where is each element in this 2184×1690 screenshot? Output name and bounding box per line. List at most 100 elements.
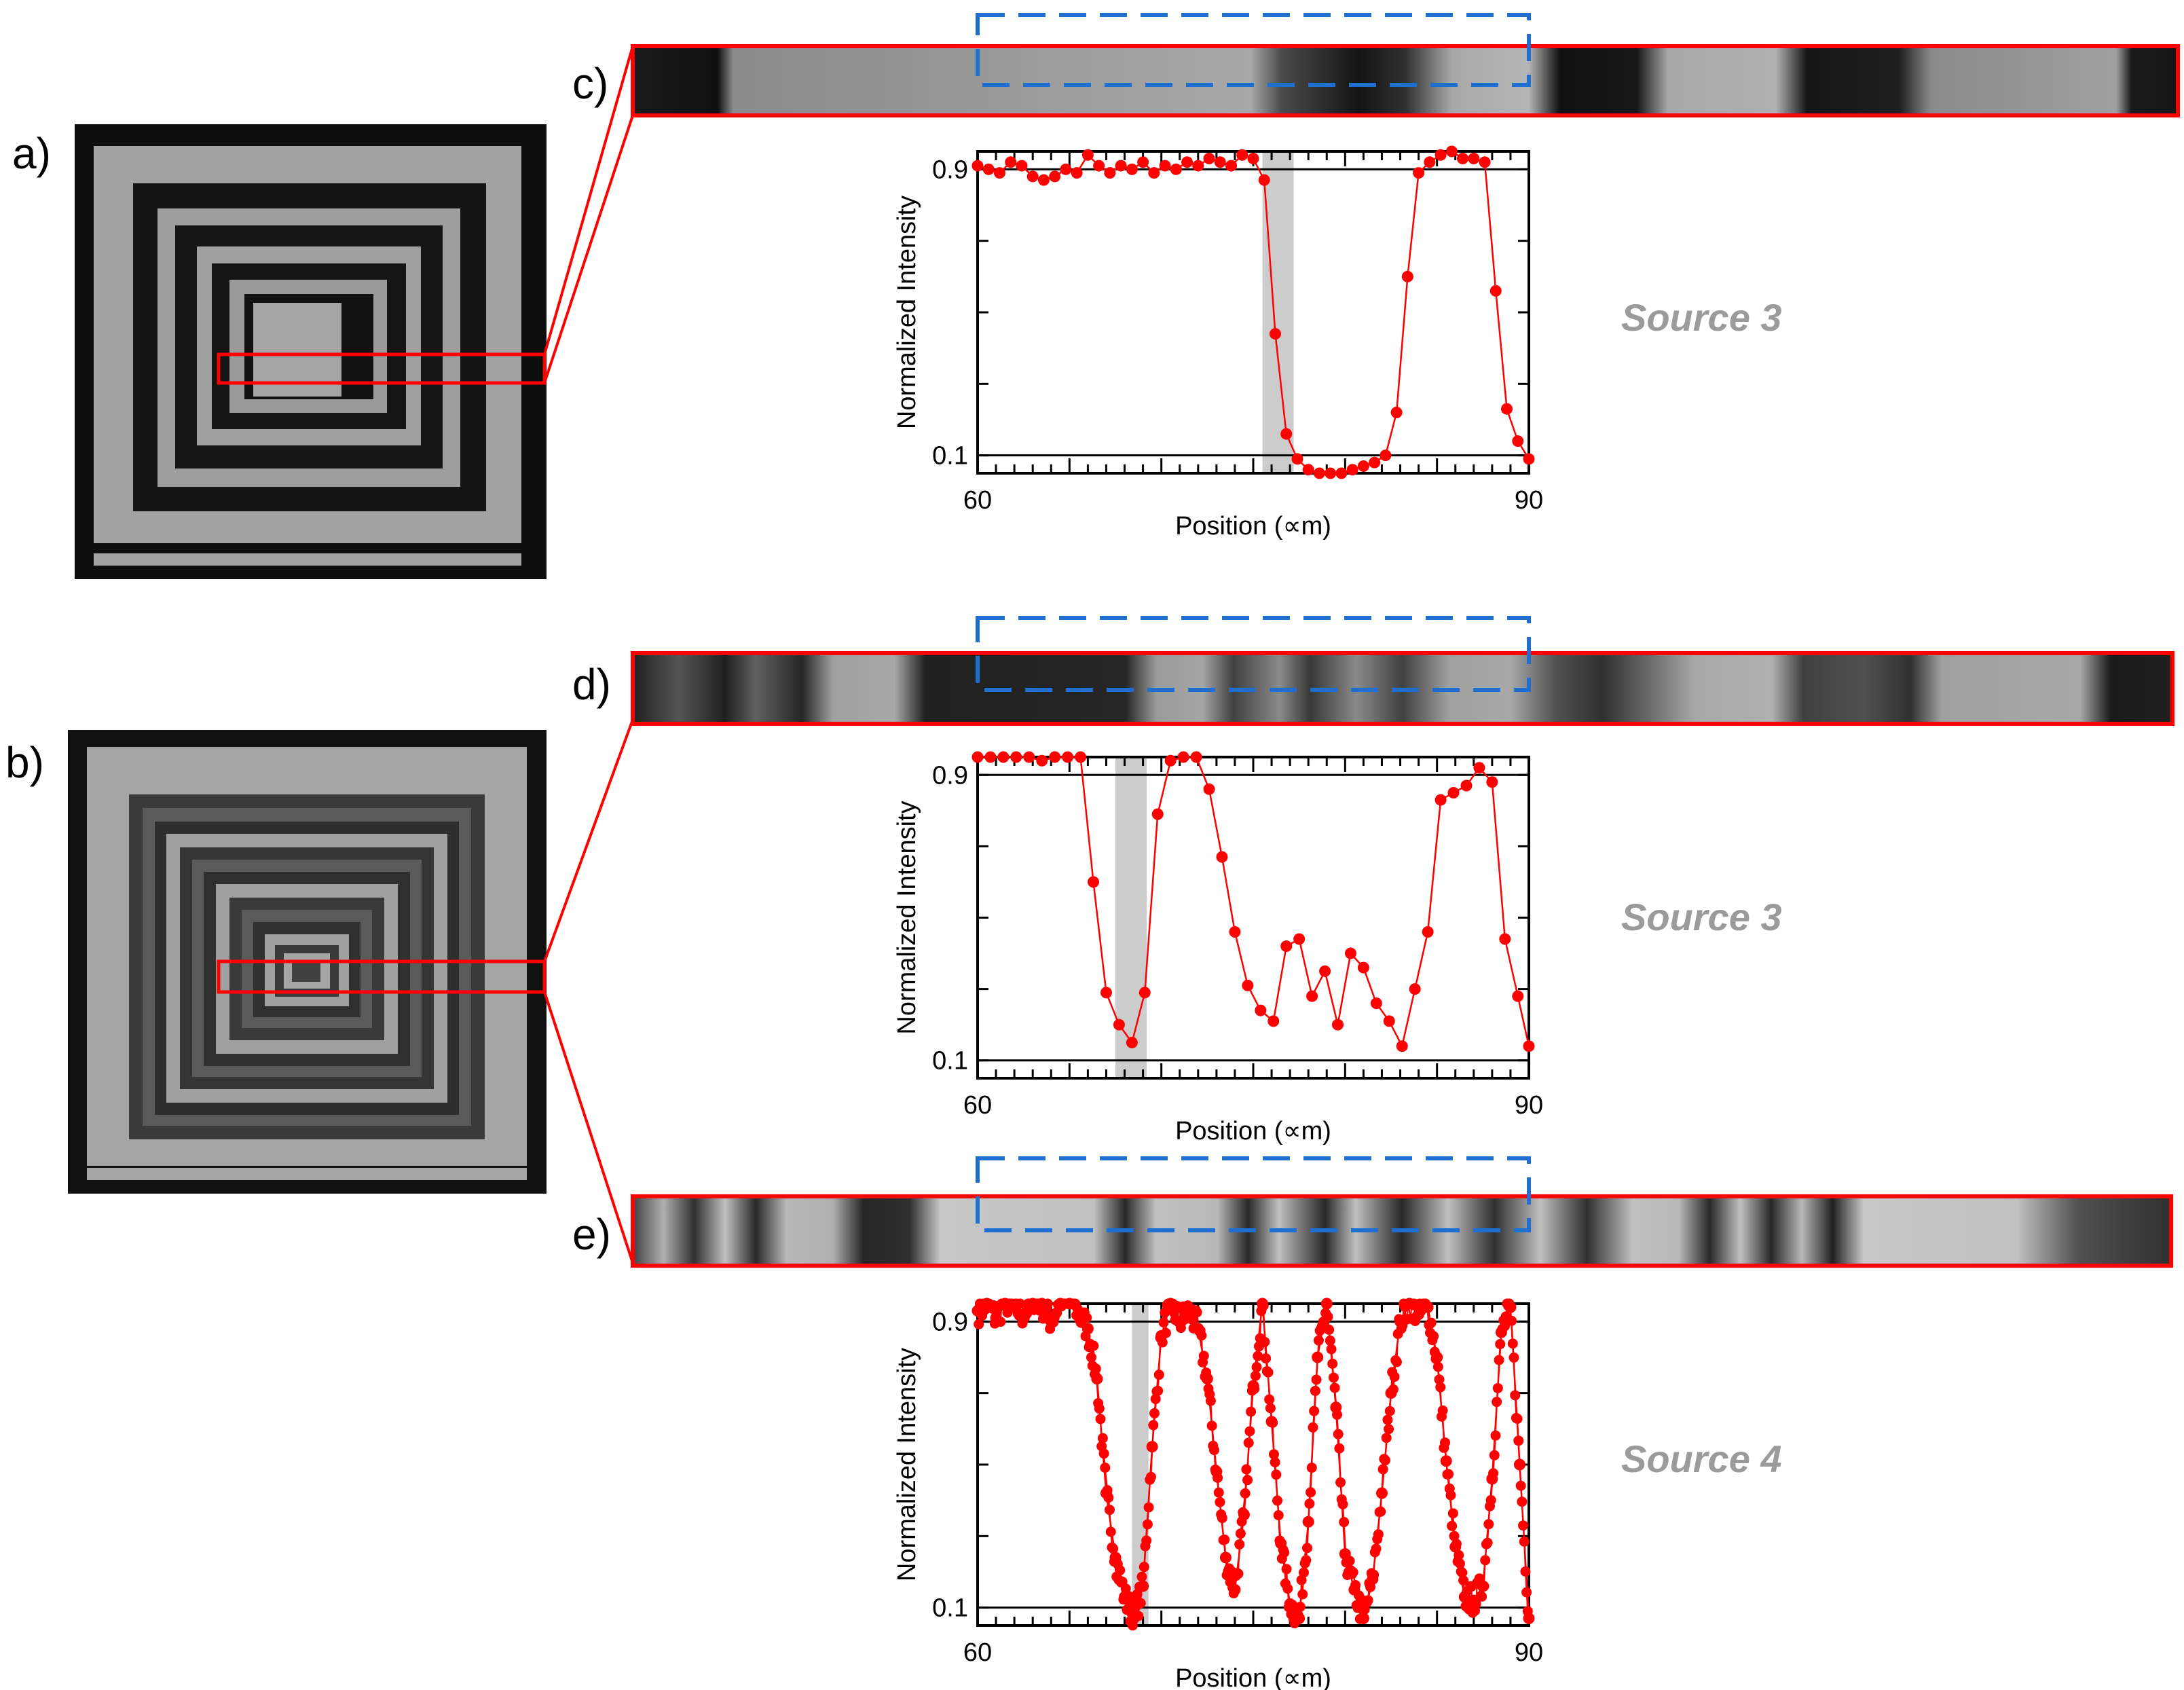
chart-c-data-point-27 [1269,328,1281,340]
chart-e-detail-point-204 [1241,1464,1252,1475]
source-label-e: Source 4 [1621,1437,1782,1480]
chart-e-detail-point-181 [1210,1464,1221,1475]
chart-c-data-point-23 [1225,160,1238,172]
chart-e-detail-point-230 [1274,1535,1285,1546]
chart-e-detail-point-205 [1242,1475,1253,1486]
chart-e-detail-point-32 [1015,1298,1026,1309]
chart-d-data-point-35 [1422,926,1434,938]
chart-e-detail-point-316 [1388,1384,1399,1395]
chart-d: 60 90 0.1 0.9 Position (∝m) Normalized Intens… [893,751,1543,1145]
chart-c-data-point-48 [1501,403,1513,415]
chart-e-detail-point-88 [1088,1340,1099,1351]
chart-e-detail-point-182 [1213,1472,1223,1483]
panel-label-e: e) [572,1210,611,1259]
chart-e-detail-point-413 [1515,1480,1526,1491]
chart-e-detail-point-291 [1354,1613,1365,1624]
chart-e-detail-point-356 [1440,1437,1451,1448]
chart-e-detail-point-195 [1228,1588,1239,1599]
chart-e-y-tick-label-0: 0.1 [932,1594,968,1623]
chart-c-data-point-46 [1479,156,1491,168]
zoom-line-b-top [543,719,634,962]
chart-e-detail-point-252 [1304,1499,1315,1509]
chart-d-data-point-24 [1280,940,1293,953]
chart-e-detail-point-269 [1326,1344,1337,1355]
chart-e-detail-point-398 [1495,1339,1506,1350]
chart-c-data-point-11 [1093,160,1105,172]
chart-e-detail-point-222 [1264,1394,1275,1405]
chart-e-y-axis-label: Normalized Intensity [893,1348,921,1581]
chart-e-detail-point-415 [1518,1520,1529,1531]
dashed-region-box-e [976,1156,1531,1232]
chart-e-detail-point-22 [1002,1307,1013,1318]
chart-e-detail-point-82 [1080,1331,1091,1342]
chart-d-data-point-38 [1460,779,1473,792]
chart-c-data-point-14 [1126,163,1138,175]
chart-e-detail-point-418 [1521,1587,1532,1598]
chart-e-detail-point-96 [1098,1448,1109,1459]
chart-e-detail-point-354 [1437,1405,1448,1416]
chart-d-y-tick-label-0: 0.1 [932,1047,968,1076]
chart-c-data-point-40 [1413,167,1425,179]
source-label-c: Source 3 [1621,296,1782,339]
chart-e-detail-point-248 [1298,1567,1309,1578]
chart-e-detail-point-235 [1281,1564,1292,1575]
chart-e-detail-point-188 [1219,1535,1230,1545]
chart-d-x-tick-label-0: 60 [963,1091,992,1120]
chart-e-detail-point-217 [1258,1300,1269,1311]
chart-e-detail-point-352 [1435,1382,1446,1393]
chart-c: 60 90 0.1 0.9 Position (∝m) Normalized Intens… [893,145,1543,540]
panel-label-d: d) [572,660,611,709]
chart-c-data-point-1 [982,163,995,175]
chart-c-data-point-5 [1026,170,1039,183]
chart-e-detail-point-274 [1333,1429,1344,1439]
chart-c-data-point-13 [1115,160,1127,172]
chart-e-detail-point-210 [1249,1383,1260,1394]
chart-d-data-point-12 [1126,1036,1138,1048]
chart-d-data-point-41 [1499,933,1511,945]
chart-e-detail-point-397 [1494,1355,1504,1365]
chart-c-data-point-41 [1424,156,1436,168]
chart-c-data-point-18 [1170,163,1182,175]
chart-e-detail-point-132 [1145,1471,1156,1482]
chart-e-detail-point-360 [1445,1490,1456,1501]
chart-d-data-point-4 [1023,751,1035,763]
chart-e-detail-point-287 [1350,1580,1361,1591]
chart-e-detail-point-395 [1492,1397,1502,1408]
chart-e-detail-point-226 [1270,1457,1280,1468]
chart-e-detail-point-203 [1240,1488,1251,1499]
chart-d-data-point-16 [1177,751,1189,763]
chart-e-detail-point-314 [1384,1406,1395,1416]
chart-e-detail-point-411 [1512,1414,1523,1425]
chart-d-data-point-3 [1010,751,1022,763]
chart-c-data-point-0 [971,160,984,172]
chart-e-detail-point-393 [1489,1450,1500,1461]
chart-c-data-point-45 [1468,153,1480,165]
chart-d-data-point-11 [1113,1018,1125,1031]
chart-c-data-point-49 [1512,435,1524,447]
chart-e-detail-point-416 [1519,1536,1530,1547]
chart-c-y-tick-label-0: 0.1 [932,442,968,471]
chart-d-x-axis-label: Position (∝m) [1175,1117,1331,1145]
chart-e-detail-point-143 [1160,1327,1171,1338]
chart-e-detail-point-100 [1105,1505,1115,1516]
chart-e-detail-point-83 [1081,1312,1092,1323]
chart-e-detail-point-317 [1389,1372,1400,1382]
chart-e-detail-point-236 [1282,1583,1293,1594]
chart-e-detail-point-382 [1474,1573,1485,1584]
chart-e-x-tick-label-1: 90 [1515,1638,1543,1667]
panel-label-a: a) [12,129,51,178]
chart-e-detail-point-279 [1339,1517,1350,1528]
chart-e-detail-point-244 [1293,1609,1303,1620]
chart-d-x-tick-label-1: 90 [1515,1091,1543,1120]
chart-e-detail-point-167 [1191,1307,1202,1318]
chart-e-detail-point-227 [1271,1469,1282,1480]
chart-e-detail-point-305 [1373,1529,1384,1540]
chart-d-data-point-21 [1242,979,1254,991]
chart-e-detail-point-370 [1458,1575,1469,1586]
chart-d-data-point-33 [1396,1040,1408,1052]
chart-e-detail-point-369 [1457,1567,1468,1578]
chart-e-detail-point-141 [1158,1317,1169,1328]
chart-e-detail-point-221 [1263,1367,1274,1378]
chart-e-detail-point-268 [1325,1335,1335,1346]
chart-e-detail-point-349 [1430,1353,1441,1364]
